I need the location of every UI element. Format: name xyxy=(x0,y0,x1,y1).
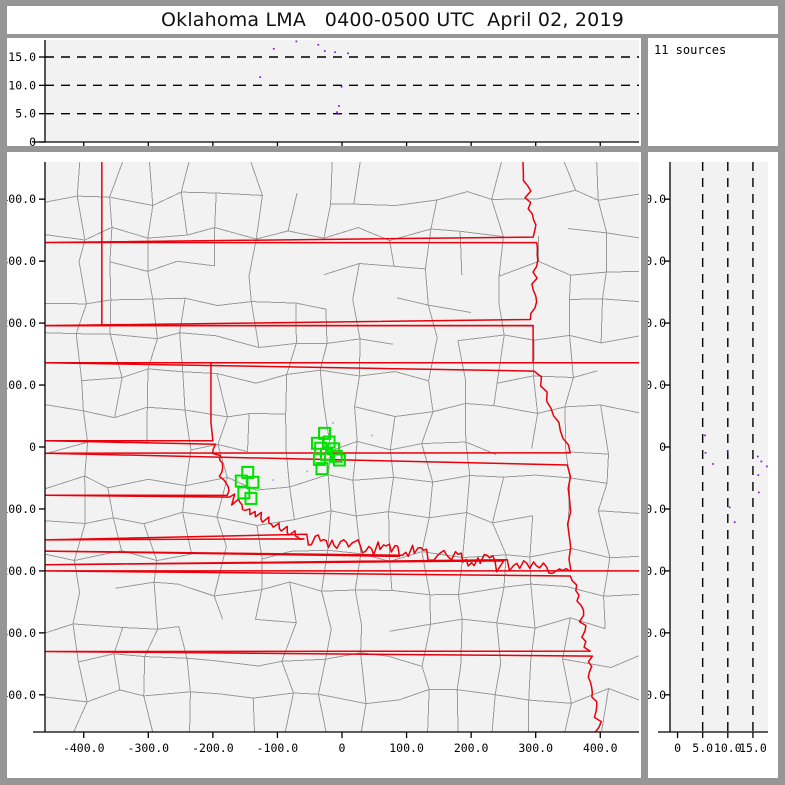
axis-tick-label: 5.0 xyxy=(15,107,36,121)
source-point xyxy=(306,470,309,473)
axis-tick-label: 0 xyxy=(674,741,681,755)
title-bar: Oklahoma LMA 0400-0500 UTC April 02, 201… xyxy=(7,6,778,34)
height-profile-canvas[interactable] xyxy=(670,162,768,732)
axis-tick-label: -100.0 xyxy=(648,502,666,516)
source-point xyxy=(733,521,736,524)
axis-tick-label: 200.0 xyxy=(7,316,36,330)
axis-tick-label: 0 xyxy=(339,741,346,755)
time-height-plot-area[interactable] xyxy=(45,40,639,142)
time-height-panel[interactable]: 05.010.015.0-400.0-300.0-200.0-100.00100… xyxy=(7,38,641,146)
source-point xyxy=(334,51,336,54)
selection-boxes[interactable] xyxy=(234,426,346,505)
source-point xyxy=(336,111,338,114)
page-title: Oklahoma LMA 0400-0500 UTC April 02, 201… xyxy=(160,9,625,31)
axis-tick-label: -300.0 xyxy=(128,741,170,755)
axis-tick-label: -100.0 xyxy=(7,502,36,516)
axis-tick-label: 400.0 xyxy=(7,192,36,206)
selection-box[interactable] xyxy=(312,452,326,466)
axis-tick-label: 0 xyxy=(29,440,36,454)
source-point xyxy=(259,76,262,78)
source-point xyxy=(757,491,760,494)
axis-tick-label: -200.0 xyxy=(192,741,234,755)
source-point xyxy=(728,506,731,509)
axis-tick-label: -200.0 xyxy=(7,564,36,578)
axis-tick-label: 0 xyxy=(659,440,666,454)
axis-tick-label: 300.0 xyxy=(7,254,36,268)
axis-tick-label: 400.0 xyxy=(583,741,618,755)
axis-tick-label: 100.0 xyxy=(7,378,36,392)
plan-view-axes: -400.0 -300.0 -200.0 -100.0 0 100.0 200.0 300.0… xyxy=(7,162,639,755)
axis-tick-label: 200.0 xyxy=(648,316,666,330)
axis-tick-label: 15.0 xyxy=(8,50,36,64)
source-point xyxy=(272,47,275,50)
source-point xyxy=(347,52,349,55)
selection-box[interactable] xyxy=(246,475,260,489)
selection-box[interactable] xyxy=(315,462,329,476)
source-point xyxy=(340,85,343,88)
time-height-canvas[interactable] xyxy=(45,40,639,142)
axis-tick-label: 5.0 xyxy=(692,741,713,755)
source-point xyxy=(712,463,714,465)
state-borders xyxy=(45,162,639,732)
axis-tick-label: 15.0 xyxy=(739,741,767,755)
selection-box[interactable] xyxy=(332,453,346,467)
axis-tick-label: 0 xyxy=(29,135,36,146)
height-profile-plot-area[interactable] xyxy=(670,162,768,732)
source-point xyxy=(371,434,373,437)
sources-panel: 11 sources xyxy=(648,38,778,146)
plan-view-plot-area[interactable] xyxy=(45,162,639,732)
sources-count-label: 11 sources xyxy=(654,43,727,57)
axis-tick-label: -400.0 xyxy=(648,688,666,702)
source-point xyxy=(317,43,320,46)
axis-tick-label: -300.0 xyxy=(7,626,36,640)
selection-box[interactable] xyxy=(329,449,343,463)
source-point xyxy=(726,450,729,453)
source-point xyxy=(323,50,326,52)
axis-tick-label: 200.0 xyxy=(454,741,489,755)
axis-tick-label: -100.0 xyxy=(257,741,299,755)
source-point xyxy=(337,113,340,115)
source-point xyxy=(332,422,334,424)
source-point xyxy=(765,465,768,468)
source-point xyxy=(338,105,340,107)
plan-view-map-panel[interactable]: -400.0 -300.0 -200.0 -100.0 0 100.0 200.0 300.0… xyxy=(7,152,641,778)
axis-tick-label: 300.0 xyxy=(518,741,553,755)
source-point xyxy=(704,434,706,437)
axis-tick-label: -400.0 xyxy=(63,741,105,755)
axis-tick-label: -200.0 xyxy=(648,564,666,578)
source-point xyxy=(295,40,298,43)
time-height-axes: 05.010.015.0-400.0-300.0-200.0-100.00100… xyxy=(8,40,639,146)
height-profile-panel[interactable]: 0 5.010.015.0 -400.0 -300.0 -200.0 -100.0 0 100… xyxy=(648,152,778,778)
source-point xyxy=(704,451,707,454)
axis-tick-label: -400.0 xyxy=(7,688,36,702)
county-boundaries xyxy=(45,162,639,732)
axis-tick-label: 10.0 xyxy=(714,741,742,755)
source-point xyxy=(246,487,249,490)
axis-tick-label: 10.0 xyxy=(8,78,36,92)
source-point xyxy=(757,474,760,476)
axis-tick-label: -300.0 xyxy=(648,626,666,640)
axis-tick-label: 100.0 xyxy=(648,378,666,392)
axis-tick-label: 100.0 xyxy=(389,741,424,755)
source-point xyxy=(272,479,274,481)
map-canvas[interactable] xyxy=(45,162,639,732)
height-profile-axes: 0 5.010.015.0 -400.0 -300.0 -200.0 -100.0 0 100… xyxy=(648,162,768,755)
source-point xyxy=(760,460,763,463)
source-point xyxy=(756,455,759,458)
selection-box[interactable] xyxy=(244,491,258,505)
axis-tick-label: 300.0 xyxy=(648,254,666,268)
axis-tick-label: 400.0 xyxy=(648,192,666,206)
